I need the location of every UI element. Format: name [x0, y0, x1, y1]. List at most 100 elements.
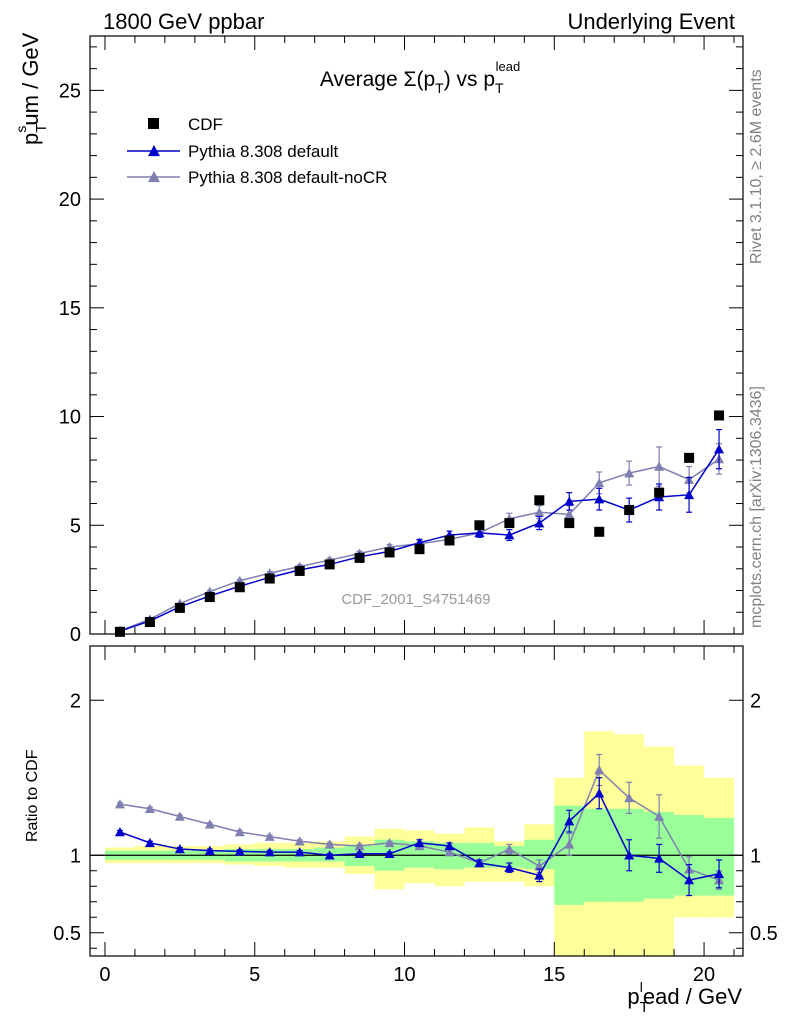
cdf-point: [204, 592, 215, 603]
y-axis-label: pTsum / GeV: [13, 32, 50, 145]
cdf-point: [474, 520, 485, 531]
ratio-noCR-point: [174, 811, 185, 821]
ratio-pythia-default-point: [354, 848, 365, 858]
cdf-point: [144, 617, 155, 628]
ratio-pythia-default-point: [564, 816, 575, 826]
ratio-noCR-point: [384, 837, 395, 848]
ratio-pythia-default-point: [384, 848, 395, 858]
ratio-pythia-default-point: [684, 875, 695, 885]
ratio-pythia-default-point: [264, 847, 275, 857]
pythia-default-point: [564, 496, 575, 506]
ratio-noCR-point: [324, 839, 335, 849]
ratio-y-tick-label: 1: [70, 845, 81, 867]
x-tick-label: 10: [393, 964, 415, 986]
ratio-pythia-default-point: [504, 862, 515, 872]
legend-marker: [148, 145, 160, 157]
legend-entry: Pythia 8.308 default-noCR: [188, 168, 387, 187]
x-tick-label: 20: [693, 964, 715, 986]
pythia-default-point: [474, 527, 485, 538]
ratio-pythia-default-point: [144, 837, 155, 848]
analysis-watermark: CDF_2001_S4751469: [341, 591, 490, 608]
ratio-noCR-point: [594, 765, 605, 775]
pythia-default-point: [504, 530, 515, 540]
ratio-y-tick-label: 2: [70, 690, 81, 712]
ratio-pythia-default-point: [204, 845, 215, 855]
ratio-y-axis-label: Ratio to CDF: [24, 749, 41, 842]
main-frame: [89, 35, 744, 635]
side-label-top: Rivet 3.1.10, ≥ 2.6M events: [748, 69, 765, 264]
x-tick-label: 0: [99, 964, 110, 986]
green-band-bin: [494, 845, 525, 868]
x-tick-label: 15: [543, 964, 565, 986]
ratio-pythia-default-point: [594, 788, 605, 798]
cdf-point: [414, 544, 425, 555]
y-tick-label: 15: [59, 298, 81, 320]
side-label-bottom: mcplots.cern.ch [arXiv:1306.3436]: [748, 386, 765, 628]
cdf-point: [444, 535, 455, 546]
y-tick-label: 0: [70, 624, 81, 646]
ratio-noCR-point: [504, 844, 515, 854]
ratio-y-tick-label-right: 2: [750, 690, 761, 712]
header-left: 1800 GeV ppbar: [103, 9, 264, 34]
legend-marker: [148, 171, 160, 183]
cdf-point: [264, 573, 275, 584]
noCR-point: [654, 461, 665, 471]
ratio-pythia-default-point: [714, 868, 725, 879]
x-axis-label: pTlead / GeV: [627, 979, 742, 1016]
y-tick-label: 25: [59, 80, 81, 102]
ratio-y-tick-label-right: 1: [750, 845, 761, 867]
cdf-point: [354, 552, 365, 563]
cdf-point: [504, 518, 515, 529]
pythia-default-point: [684, 489, 695, 500]
cdf-point: [714, 410, 725, 421]
ratio-pythia-default-point: [234, 846, 245, 856]
noCR-point: [594, 477, 605, 488]
ratio-noCR-point: [654, 811, 665, 821]
x-tick-label: 5: [249, 964, 260, 986]
ratio-pythia-default-point: [114, 827, 125, 837]
main-title: Average Σ(pT) vs pTlead: [320, 59, 520, 96]
noCR-point: [564, 509, 575, 519]
pythia-default-point: [714, 444, 725, 454]
ratio-y-tick-label: 0.5: [53, 923, 81, 945]
ratio-noCR-point: [624, 792, 635, 803]
ratio-noCR-point: [444, 847, 455, 857]
ratio-y-tick-label-right: 0.5: [750, 923, 778, 945]
noCR-point: [624, 468, 635, 478]
legend-entry: CDF: [188, 115, 223, 134]
ratio-pythia-default-point: [174, 844, 185, 854]
ratio-frame: [89, 645, 744, 957]
ratio-noCR-point: [534, 861, 545, 871]
noCR-point: [534, 507, 545, 517]
cdf-point: [624, 505, 635, 516]
ratio-noCR-point: [354, 840, 365, 851]
cdf-point: [594, 526, 605, 537]
ratio-pythia-default-point: [534, 870, 545, 880]
cdf-point: [384, 547, 395, 558]
legend: CDF Pythia 8.308 default Pythia 8.308 defa…: [127, 115, 387, 187]
cdf-point: [114, 626, 125, 637]
ratio-pythia-default-point: [414, 837, 425, 848]
ratio-noCR-point: [144, 803, 155, 813]
cdf-point: [294, 565, 305, 576]
legend-marker-cdf: [148, 118, 159, 129]
y-tick-label: 5: [70, 515, 81, 537]
legend-entry: Pythia 8.308 default: [188, 142, 339, 161]
ratio-panel: 0 5 10 15 20 0.5 0.5 1 1 2 2: [53, 645, 778, 986]
ratio-pythia-default-point: [624, 850, 635, 860]
cdf-point: [564, 518, 575, 529]
ratio-pythia-default-point: [294, 847, 305, 857]
ratio-noCR-point: [264, 831, 275, 841]
ratio-pythia-default-point: [654, 853, 665, 863]
pythia-default-point: [594, 494, 605, 504]
cdf-point: [684, 452, 695, 463]
ratio-pythia-default-point: [324, 850, 335, 860]
header-right: Underlying Event: [567, 9, 735, 34]
cdf-point: [534, 495, 545, 506]
cdf-point: [234, 582, 245, 593]
ratio-noCR-point: [114, 799, 125, 809]
ratio-pythia-default-point: [474, 858, 485, 868]
cdf-point: [324, 559, 335, 570]
ratio-pythia-default-point: [444, 840, 455, 851]
